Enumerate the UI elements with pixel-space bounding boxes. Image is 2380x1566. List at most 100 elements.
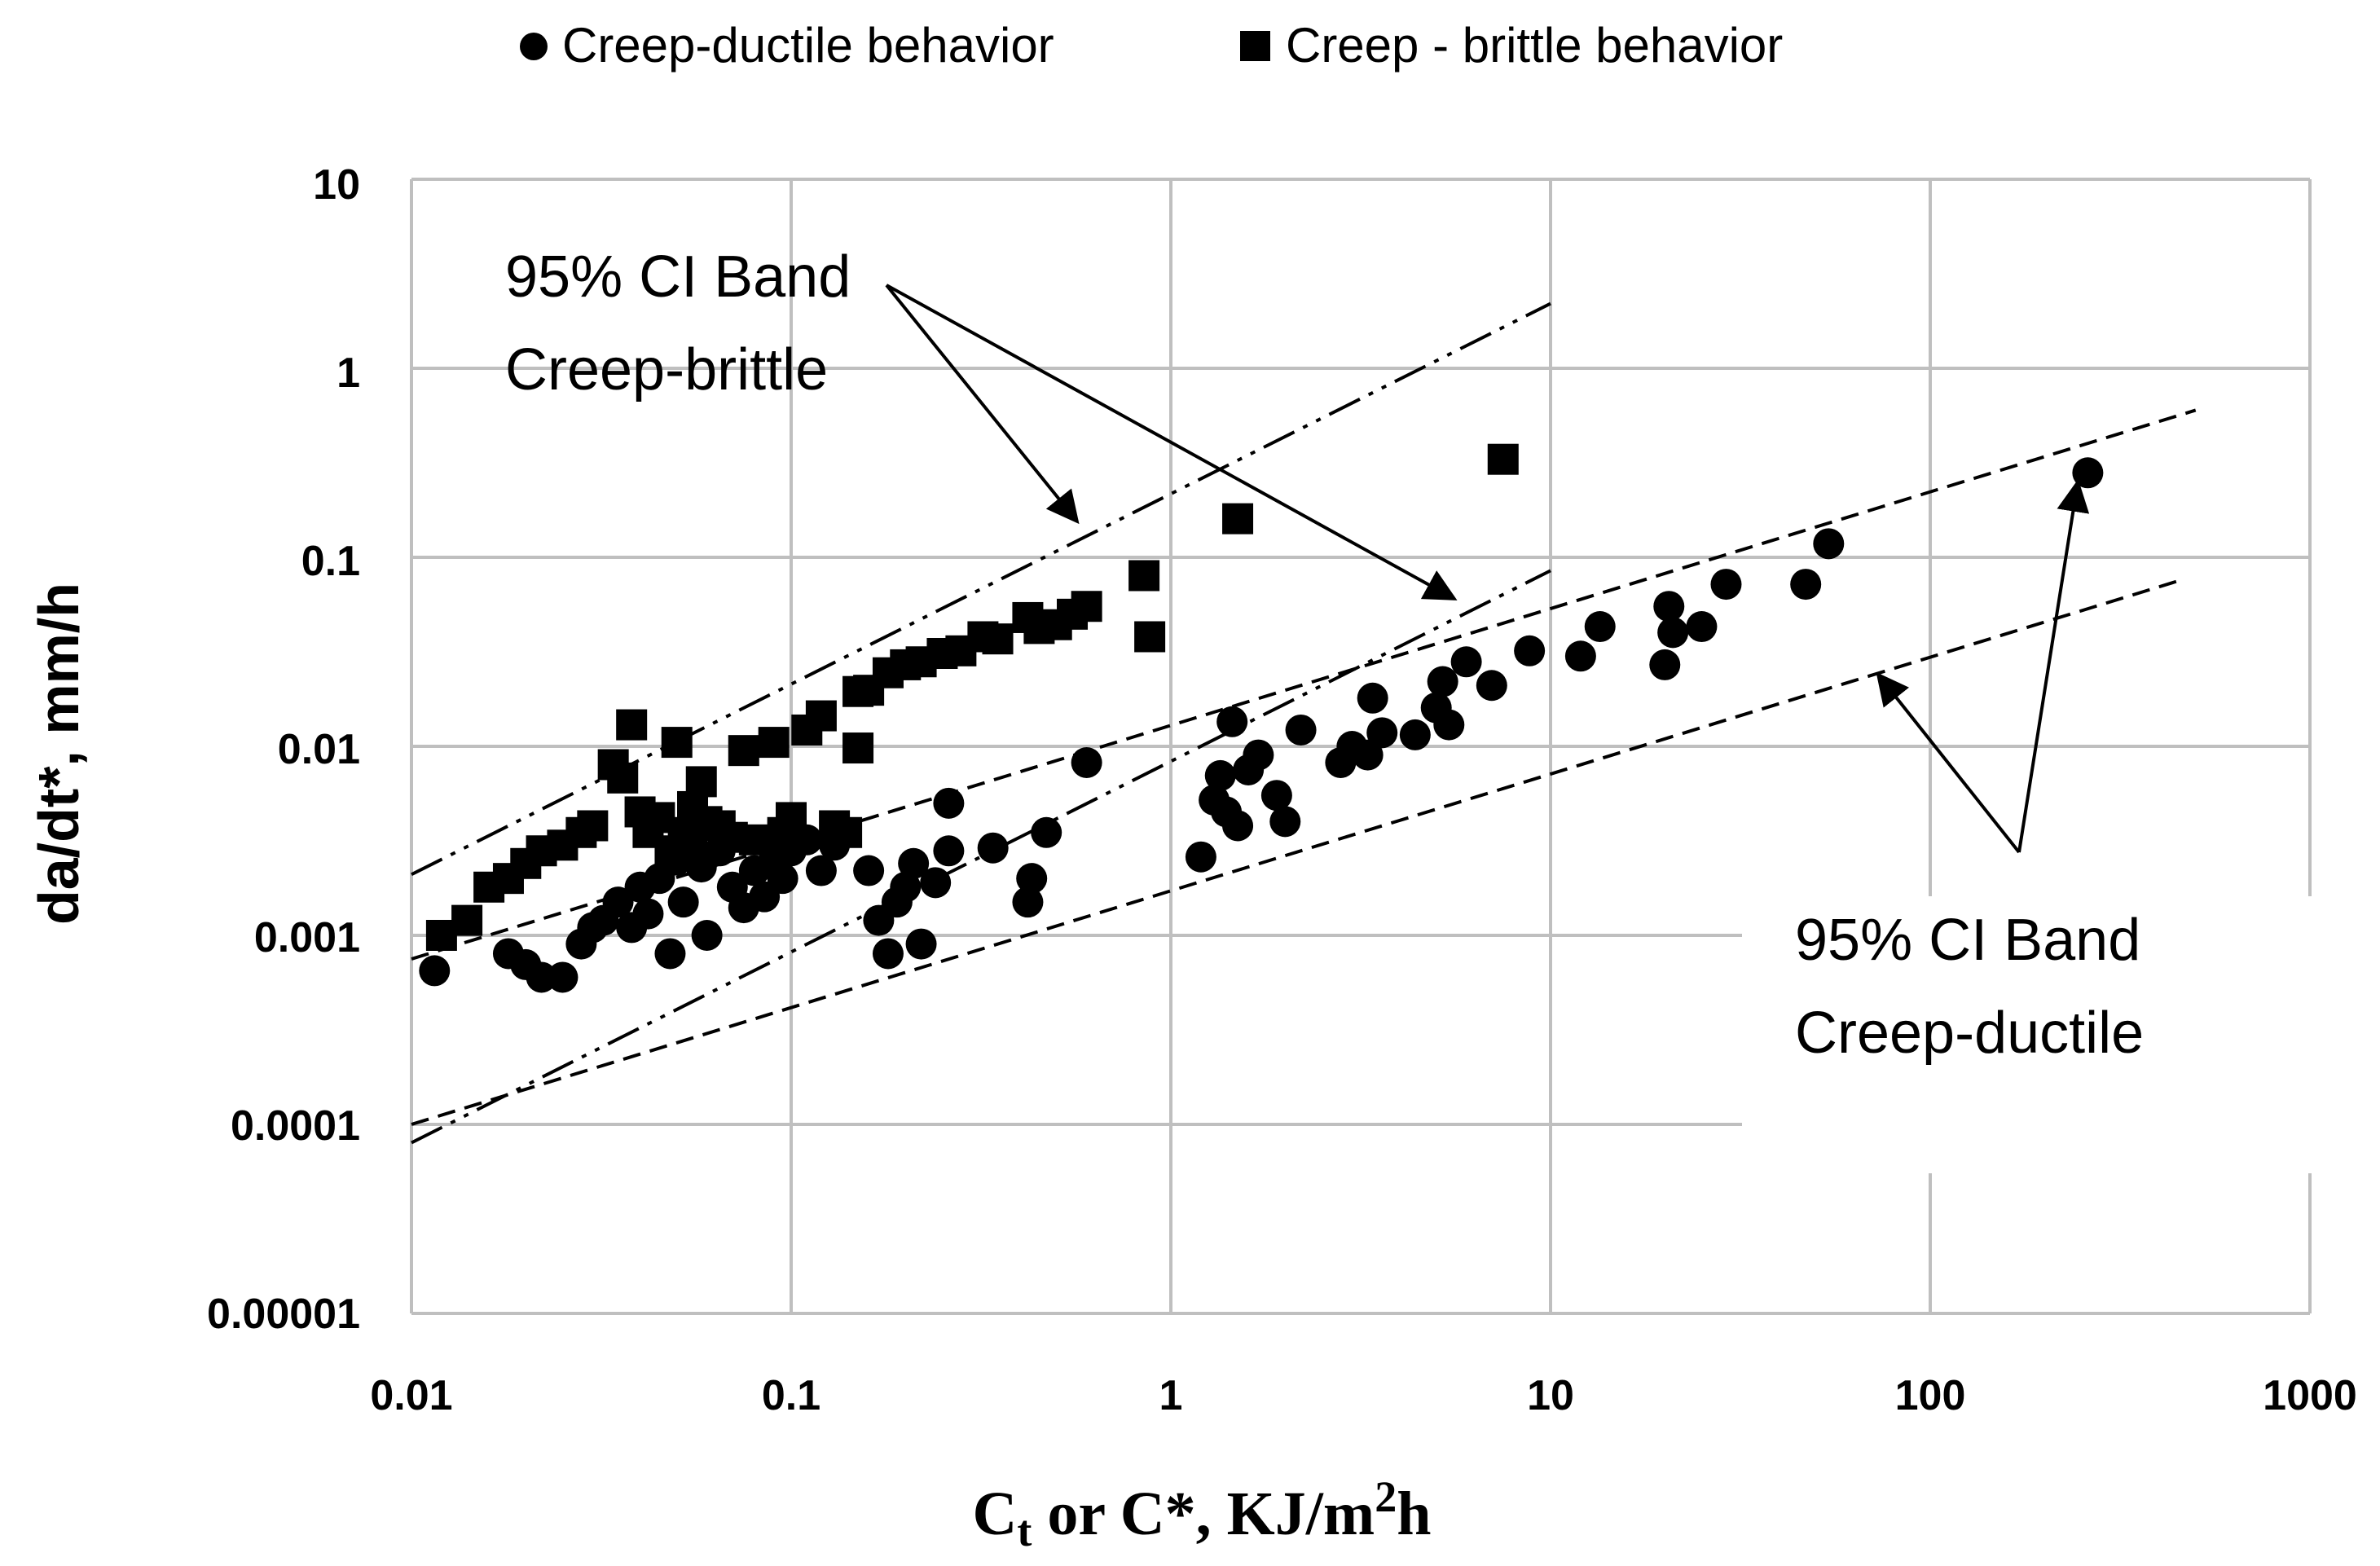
ductile-point: [1564, 640, 1596, 672]
ductile-band-label-line2: Creep-ductile: [1795, 1001, 2144, 1066]
annotation-arrows: [885, 284, 2090, 854]
ductile-point: [1216, 706, 1248, 737]
x-tick-label: 1000: [2263, 1372, 2357, 1419]
ductile-point: [1476, 670, 1507, 702]
ductile-point: [1657, 617, 1689, 649]
brittle-point: [1487, 443, 1519, 475]
ductile-point: [1204, 759, 1236, 791]
ductile-point: [1790, 569, 1822, 600]
ductile-point: [1012, 886, 1044, 918]
ductile-point: [419, 955, 451, 987]
brittle-band-label-line2: Creep-brittle: [505, 337, 828, 402]
x-axis-ticks: 0.01 0.1 1 10 100 1000: [370, 1372, 2356, 1419]
brittle-arrow-lower: [886, 284, 1458, 600]
y-axis-title: da/dt*, mm/h: [27, 583, 90, 925]
brittle-point: [728, 735, 759, 767]
legend-label-brittle: Creep - brittle behavior: [1286, 18, 1783, 73]
legend-square-marker: [1240, 31, 1270, 61]
x-axis-title-main: C: [973, 1480, 1018, 1548]
ductile-point: [898, 847, 930, 879]
ductile-point: [1222, 810, 1254, 842]
brittle-point: [616, 709, 648, 741]
ductile-point: [667, 886, 699, 918]
ductile-point: [1366, 717, 1398, 749]
legend-circle-marker: [520, 33, 548, 60]
ductile-point: [1243, 739, 1274, 771]
ductile-point: [933, 787, 965, 819]
ductile-point: [691, 920, 723, 951]
ductile-point: [1269, 806, 1301, 838]
ductile-point: [602, 886, 634, 918]
ductile-point: [654, 938, 686, 970]
ductile-band-annotation: 95% CI Band Creep-ductile: [1795, 908, 2144, 1066]
x-axis-title-superscript: 2: [1375, 1472, 1397, 1521]
brittle-point: [1134, 621, 1166, 653]
ductile-point: [1649, 649, 1681, 680]
ductile-point: [1016, 863, 1048, 895]
ductile-point: [1031, 816, 1062, 848]
ductile-point: [805, 855, 837, 886]
x-tick-label: 10: [1527, 1372, 1574, 1419]
y-axis-ticks: 0.00001 0.0001 0.001 0.01 0.1 1 10: [207, 161, 360, 1338]
brittle-point: [607, 762, 639, 794]
ductile-point: [1427, 666, 1458, 697]
brittle-point: [842, 732, 874, 764]
ductile-point: [872, 938, 904, 970]
brittle-point: [776, 802, 807, 834]
ductile-point: [1433, 709, 1465, 741]
x-axis-title-subscript: t: [1017, 1507, 1032, 1555]
ductile-point: [767, 863, 798, 895]
legend-label-ductile: Creep-ductile behavior: [562, 18, 1054, 73]
legend: Creep-ductile behavior Creep - brittle b…: [520, 18, 1783, 73]
brittle-point: [1128, 560, 1160, 592]
ductile-point: [890, 871, 922, 903]
ductile-point: [547, 961, 579, 993]
x-tick-label: 0.01: [370, 1372, 452, 1419]
ductile-point: [1514, 635, 1546, 666]
ductile-arrow-upper: [2017, 479, 2090, 853]
brittle-point: [1222, 503, 1254, 534]
ductile-point: [1352, 739, 1384, 771]
brittle-band-label-line1: 95% CI Band: [505, 244, 851, 310]
x-axis-title-rest: or C*, KJ/m: [1032, 1480, 1375, 1548]
ductile-point: [1710, 569, 1742, 600]
brittle-point: [738, 824, 770, 856]
y-tick-label: 0.001: [254, 914, 360, 961]
brittle-point: [685, 766, 717, 798]
brittle-point: [451, 904, 483, 936]
ductile-point: [920, 867, 952, 899]
brittle-point: [805, 700, 837, 732]
ductile-point: [933, 835, 965, 867]
annotation-background: [1742, 896, 2312, 1173]
x-tick-label: 0.1: [762, 1372, 820, 1419]
ductile-band-label-line1: 95% CI Band: [1795, 908, 2140, 973]
ductile-point: [1260, 780, 1292, 812]
ductile-point: [1584, 611, 1616, 643]
ductile-point: [1185, 841, 1216, 873]
brittle-point: [758, 727, 790, 759]
ductile-point: [1071, 746, 1102, 778]
y-tick-label: 0.00001: [207, 1291, 360, 1338]
brittle-point: [1071, 591, 1102, 622]
ductile-point: [1653, 591, 1685, 622]
x-axis-title-end: h: [1397, 1480, 1431, 1548]
ductile-point: [905, 928, 937, 960]
ductile-point: [1399, 719, 1431, 750]
ductile-arrow-lower: [1876, 671, 2021, 854]
brittle-point: [831, 816, 863, 848]
brittle-point: [577, 810, 609, 842]
x-axis-title: Ct or C*, KJ/m2h: [973, 1472, 1432, 1555]
ductile-point: [632, 898, 664, 930]
ductile-point: [1450, 646, 1482, 678]
x-tick-label: 100: [1895, 1372, 1966, 1419]
x-tick-label: 1: [1159, 1372, 1183, 1419]
ductile-point: [1813, 528, 1845, 560]
y-tick-label: 0.01: [278, 726, 360, 773]
ci-line-ductile-lower: [411, 579, 2179, 1126]
y-tick-label: 0.0001: [231, 1102, 360, 1150]
brittle-band-annotation: 95% CI Band Creep-brittle: [505, 244, 851, 402]
ductile-point: [1686, 611, 1718, 643]
